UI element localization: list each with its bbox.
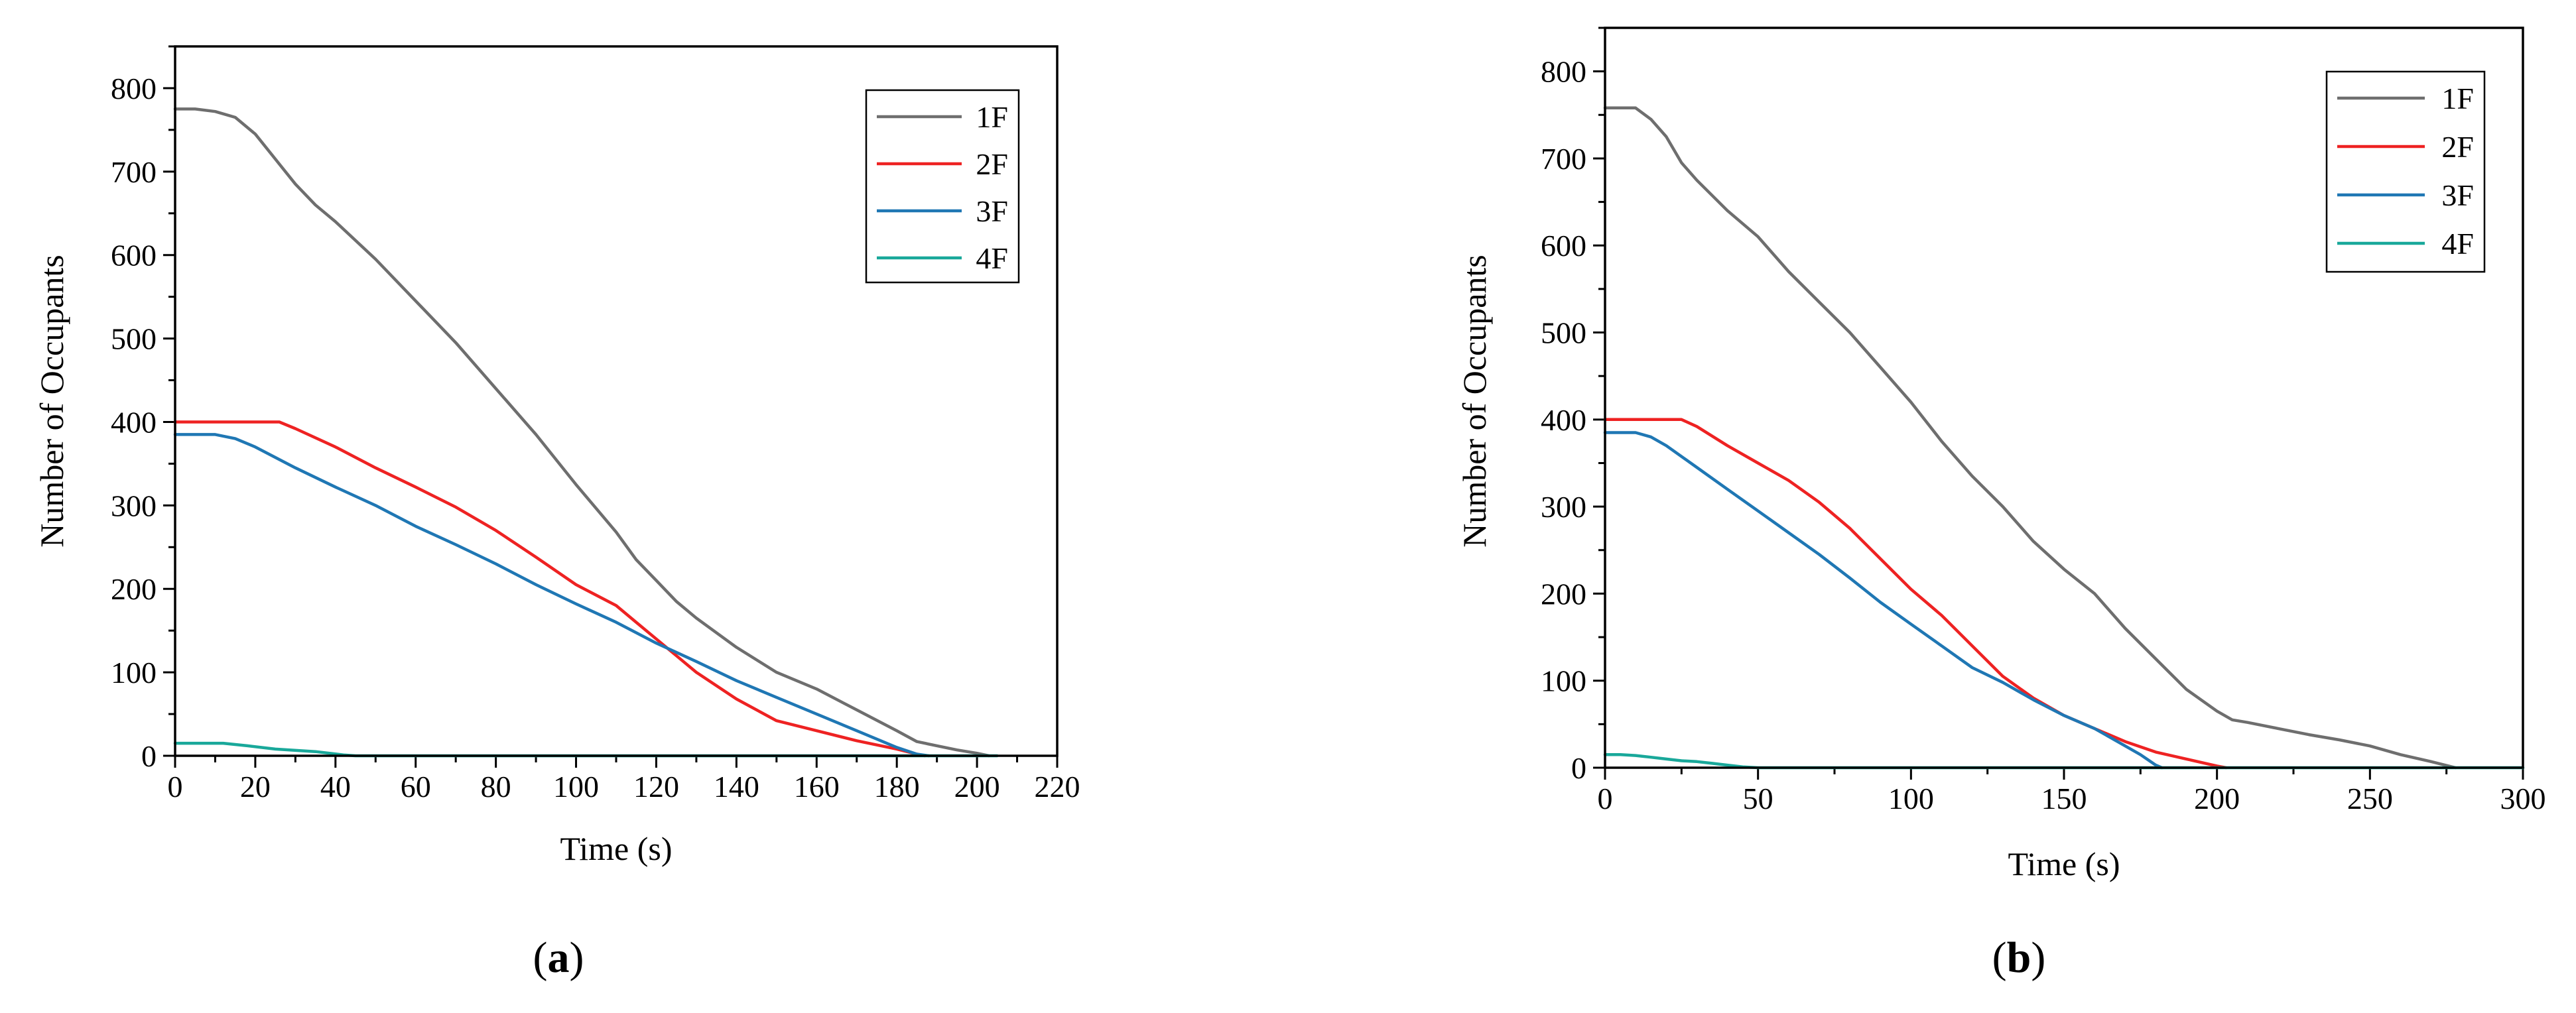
y-axis-label-b: Number of Occupants <box>1456 255 1493 548</box>
x-axis-label-b: Time (s) <box>2008 845 2120 882</box>
y-tick-label-b: 300 <box>1541 490 1586 524</box>
x-tick-label-b: 150 <box>2041 782 2087 815</box>
y-tick-label-b: 700 <box>1541 142 1586 176</box>
panel-caption-open-paren-a: ( <box>533 933 548 982</box>
chart-panel-a: 0 20 40 60 80 100 120 140 160 180 200 220 0 100 200 300… <box>33 45 1080 982</box>
panel-caption-open-paren-b: ( <box>1992 933 2007 982</box>
x-tick-label-a: 220 <box>1035 770 1080 804</box>
x-axis-label-a: Time (s) <box>560 830 672 867</box>
panel-caption-b: (b) <box>1992 933 2046 982</box>
y-tick-label-b: 0 <box>1571 751 1586 785</box>
series-line-3f-a <box>173 433 931 758</box>
x-tick-label-b: 50 <box>1743 782 1773 815</box>
legend-label-1f-a: 1F <box>976 100 1008 134</box>
x-tick-label-a: 40 <box>320 770 351 804</box>
legend-label-4f-a: 4F <box>976 241 1008 275</box>
x-tick-label-a: 60 <box>401 770 431 804</box>
legend-b: 1F 2F 3F 4F <box>2325 70 2486 273</box>
legend-items-b: 1F 2F 3F 4F <box>2337 82 2474 261</box>
series-line-2f-a <box>173 420 927 758</box>
legend-label-2f-a: 2F <box>976 147 1008 181</box>
y-tick-label-b: 200 <box>1541 577 1586 611</box>
x-tick-label-b: 250 <box>2347 782 2393 815</box>
y-tick-label-b: 400 <box>1541 403 1586 437</box>
x-tick-label-b: 200 <box>2194 782 2240 815</box>
legend-items-a: 1F 2F 3F 4F <box>877 100 1008 275</box>
series-line-3f-b <box>1603 431 2163 770</box>
y-tick-label-b: 800 <box>1541 55 1586 89</box>
plot-frame-b <box>1604 27 2524 769</box>
panel-caption-close-paren-a: ) <box>570 933 584 982</box>
legend-label-4f-b: 4F <box>2441 227 2474 261</box>
series-line-2f-b <box>1603 418 2228 770</box>
tick-labels-b: 0 50 100 150 200 250 300 0 100 200 300 400 500 600 700… <box>1541 55 2546 815</box>
x-tick-label-b: 0 <box>1598 782 1613 815</box>
y-tick-label-a: 700 <box>111 155 157 189</box>
x-tick-label-b: 100 <box>1888 782 1934 815</box>
legend-label-1f-b: 1F <box>2441 82 2474 115</box>
legend-box-a <box>865 89 1020 284</box>
y-tick-label-a: 800 <box>111 72 157 105</box>
x-tick-label-a: 80 <box>481 770 511 804</box>
panel-caption-letter-a: a <box>548 933 570 982</box>
y-tick-label-a: 0 <box>141 739 157 773</box>
y-tick-label-a: 100 <box>111 656 157 689</box>
series-line-1f-a <box>173 107 991 758</box>
y-tick-label-a: 600 <box>111 239 157 272</box>
legend-label-3f-a: 3F <box>976 194 1008 228</box>
x-tick-label-a: 200 <box>954 770 1000 804</box>
y-tick-label-a: 300 <box>111 489 157 522</box>
y-tick-label-b: 600 <box>1541 229 1586 263</box>
legend-a: 1F 2F 3F 4F <box>865 89 1020 284</box>
legend-label-2f-b: 2F <box>2441 130 2474 164</box>
x-tick-label-a: 100 <box>553 770 599 804</box>
tick-labels-a: 0 20 40 60 80 100 120 140 160 180 200 220 0 100 200 300… <box>111 72 1080 804</box>
panel-caption-close-paren-b: ) <box>2031 933 2045 982</box>
y-tick-label-a: 200 <box>111 572 157 606</box>
y-tick-label-a: 500 <box>111 322 157 356</box>
x-tick-label-a: 0 <box>168 770 183 804</box>
y-tick-label-b: 100 <box>1541 664 1586 698</box>
x-tick-label-b: 300 <box>2500 782 2546 815</box>
y-tick-label-a: 400 <box>111 405 157 439</box>
chart-panel-b: 0 50 100 150 200 250 300 0 100 200 300 400 500 600 700… <box>1456 27 2546 982</box>
series-line-1f-b <box>1603 106 2457 770</box>
y-tick-label-b: 500 <box>1541 316 1586 350</box>
panel-caption-letter-b: b <box>2007 933 2031 982</box>
plot-frame-a <box>174 45 1059 757</box>
x-tick-label-a: 20 <box>240 770 271 804</box>
legend-box-b <box>2325 70 2486 273</box>
x-tick-label-a: 140 <box>714 770 759 804</box>
x-tick-label-a: 180 <box>874 770 920 804</box>
x-tick-label-a: 160 <box>794 770 840 804</box>
legend-label-3f-b: 3F <box>2441 178 2474 212</box>
panel-caption-a: (a) <box>533 933 584 982</box>
y-axis-label-a: Number of Occupants <box>33 255 70 548</box>
x-tick-label-a: 120 <box>633 770 679 804</box>
